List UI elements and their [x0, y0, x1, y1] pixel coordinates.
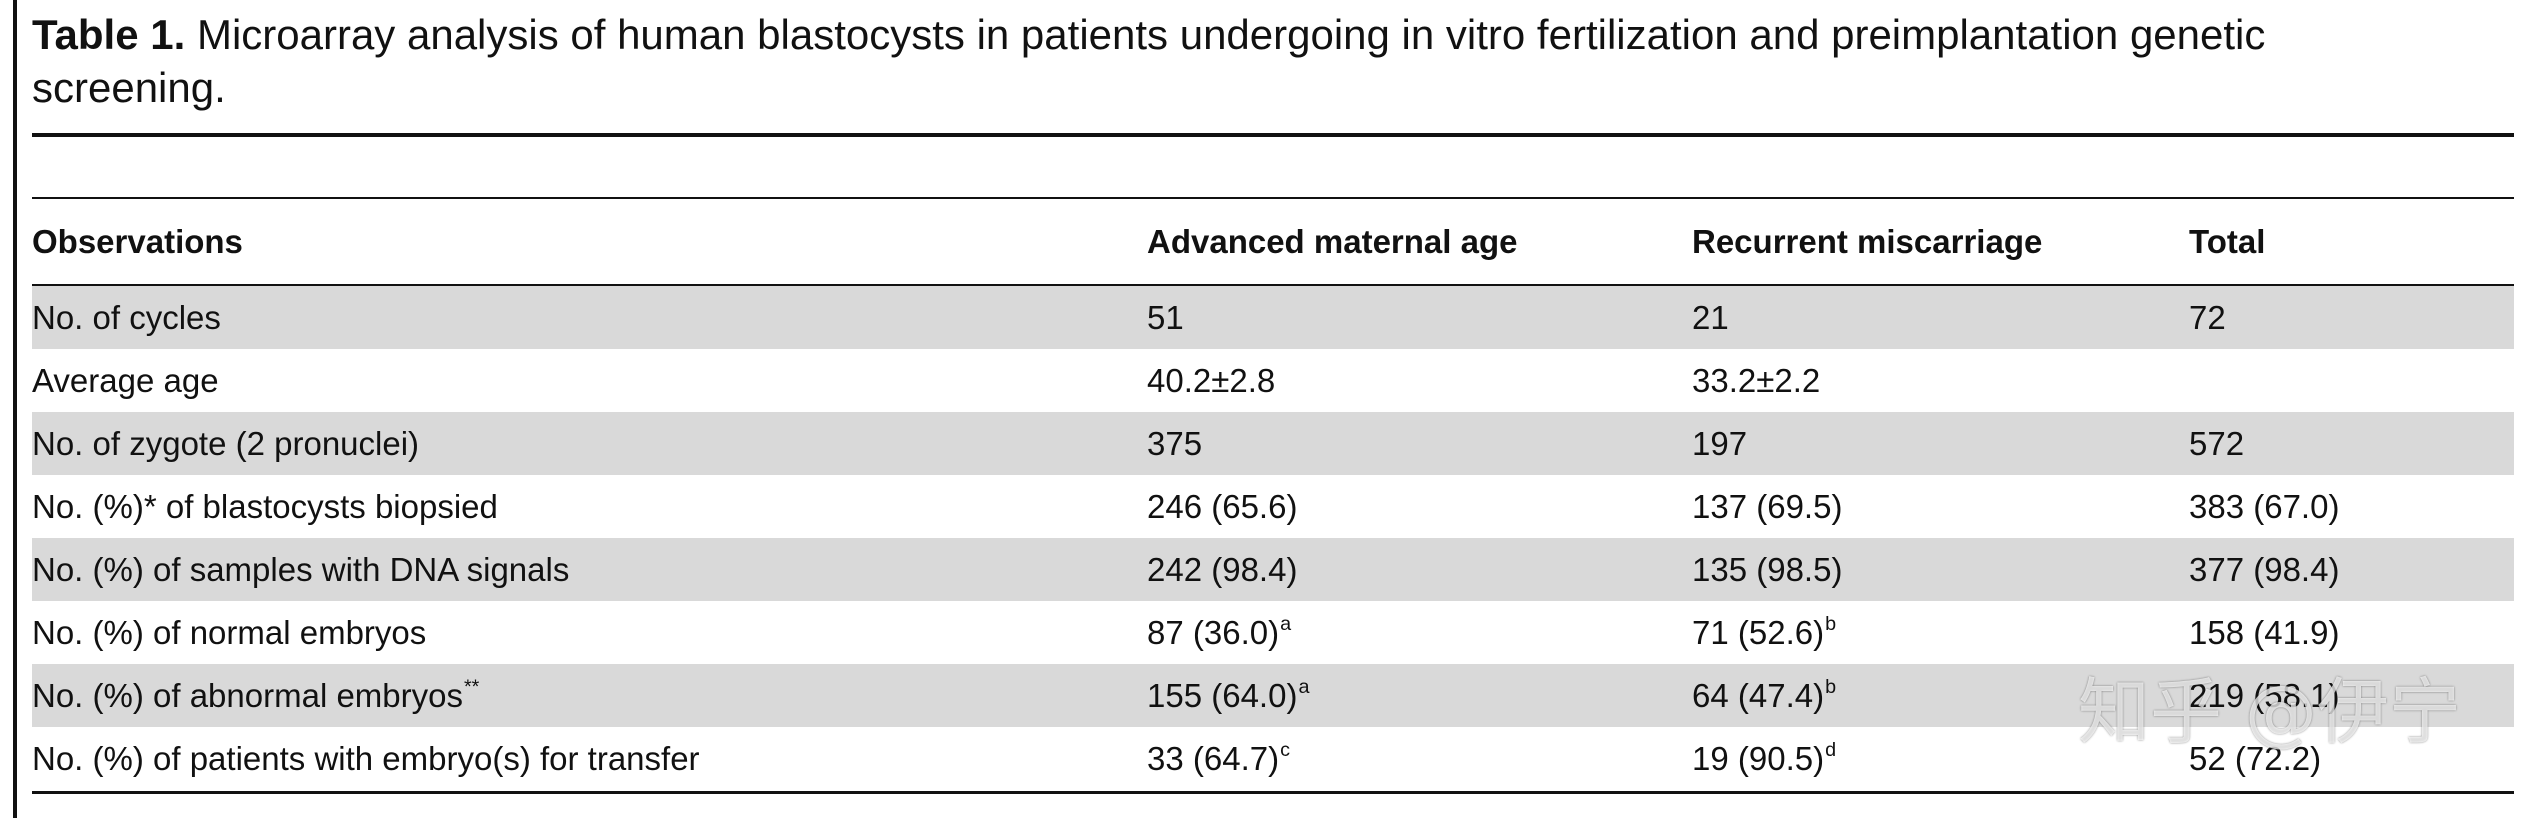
table-cell: 71 (52.6)b [1692, 613, 1837, 651]
table-cell: 21 [1692, 299, 1729, 336]
table-cell: 51 [1147, 299, 1184, 336]
footnote-marker: c [1280, 739, 1290, 762]
table-cell: 197 [1692, 425, 1748, 462]
row-label: No. (%) of normal embryos [32, 614, 427, 651]
table-row: No. of cycles 51 21 72 [32, 286, 2514, 349]
table-cell: 19 (90.5)d [1692, 739, 1837, 777]
column-header-advanced-maternal-age: Advanced maternal age [1147, 223, 1518, 260]
footnote-marker: b [1825, 613, 1837, 636]
table-row: No. (%) of samples with DNA signals 242 … [32, 538, 2514, 601]
row-label: No. (%) of samples with DNA signals [32, 551, 570, 588]
table-cell: 40.2±2.8 [1147, 362, 1276, 399]
table-cell: 375 [1147, 425, 1203, 462]
table-cell: 33.2±2.2 [1692, 362, 1821, 399]
footnote-marker: a [1298, 676, 1310, 699]
footnote-marker: d [1825, 739, 1837, 762]
footnote-marker: b [1825, 676, 1837, 699]
column-header-total: Total [2189, 223, 2266, 260]
table-cell: 64 (47.4)b [1692, 676, 1837, 714]
footnote-marker: a [1280, 613, 1292, 636]
table-row: No. (%) of normal embryos 87 (36.0)a 71 … [32, 601, 2514, 664]
watermark: 知乎 @伊宁 [2078, 670, 2461, 754]
table-caption-label: Table 1. [32, 11, 186, 58]
row-label: No. of cycles [32, 299, 221, 336]
table-cell: 52 (72.2) [2189, 740, 2322, 777]
row-label: No. (%)* of blastocysts biopsied [32, 488, 498, 525]
table-row: No. (%)* of blastocysts biopsied 246 (65… [32, 475, 2514, 538]
table-cell: 72 [2189, 299, 2226, 336]
table-caption: Table 1. Microarray analysis of human bl… [32, 8, 2432, 114]
table-bottom-rule [32, 791, 2514, 794]
row-label: No. of zygote (2 pronuclei) [32, 425, 420, 462]
table-cell: 155 (64.0)a [1147, 676, 1310, 714]
table-cell: 242 (98.4) [1147, 551, 1298, 588]
row-label: No. (%) of abnormal embryos** [32, 676, 480, 714]
table-top-rule [32, 197, 2514, 199]
table-cell: 33 (64.7)c [1147, 739, 1290, 777]
table-cell: 383 (67.0) [2189, 488, 2340, 525]
table-cell: 87 (36.0)a [1147, 613, 1292, 651]
table-row: No. (%) of abnormal embryos** 155 (64.0)… [32, 664, 2514, 727]
table-row: Average age 40.2±2.8 33.2±2.2 [32, 349, 2514, 412]
table-caption-text: Microarray analysis of human blastocysts… [32, 11, 2266, 111]
table-cell: 572 [2189, 425, 2245, 462]
table-cell: 219 (58.1) [2189, 677, 2340, 714]
caption-divider [32, 133, 2514, 137]
table-cell: 246 (65.6) [1147, 488, 1298, 525]
table-row: No. (%) of patients with embryo(s) for t… [32, 727, 2514, 790]
table-header-row: Observations Advanced maternal age Recur… [32, 199, 2514, 284]
table-cell: 137 (69.5) [1692, 488, 1843, 525]
table-cell: 135 (98.5) [1692, 551, 1843, 588]
footnote-marker: ** [463, 676, 480, 699]
column-header-recurrent-miscarriage: Recurrent miscarriage [1692, 223, 2043, 260]
row-label: No. (%) of patients with embryo(s) for t… [32, 740, 700, 777]
table-cell: 377 (98.4) [2189, 551, 2340, 588]
table-cell: 158 (41.9) [2189, 614, 2340, 651]
page-left-border [13, 0, 17, 818]
column-header-observations: Observations [32, 223, 243, 260]
table-row: No. of zygote (2 pronuclei) 375 197 572 [32, 412, 2514, 475]
header-rule [32, 284, 2514, 286]
row-label: Average age [32, 362, 219, 399]
